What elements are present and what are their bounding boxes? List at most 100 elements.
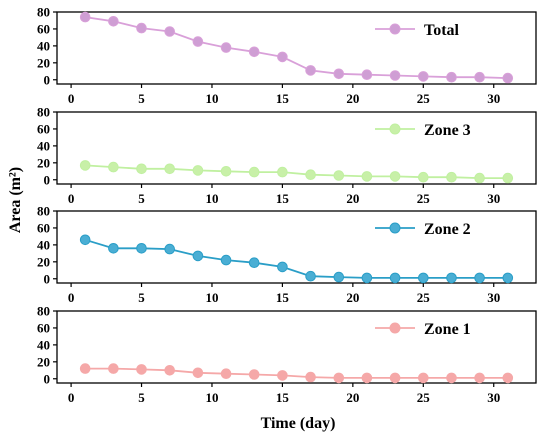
data-point	[418, 171, 429, 183]
data-point	[389, 171, 401, 182]
y-tick-label: 40	[37, 337, 50, 352]
data-point	[108, 161, 119, 173]
x-tick-label: 10	[205, 91, 218, 106]
data-point	[164, 365, 175, 376]
data-point	[389, 272, 401, 284]
data-point	[305, 371, 316, 383]
x-tick-label: 15	[276, 290, 290, 305]
data-point	[361, 372, 373, 384]
data-point	[79, 363, 91, 374]
y-tick-label: 80	[37, 5, 50, 20]
y-tick-label: 0	[44, 72, 51, 87]
data-point	[192, 250, 204, 262]
data-point	[136, 243, 147, 254]
data-point	[474, 71, 485, 83]
x-tick-label: 10	[205, 290, 218, 305]
x-tick-label: 25	[417, 91, 431, 106]
data-point	[333, 271, 345, 283]
data-point	[361, 69, 373, 80]
data-point	[446, 171, 457, 183]
x-tick-label: 20	[346, 390, 359, 405]
data-point	[305, 65, 316, 76]
x-tick-label: 15	[276, 91, 290, 106]
x-tick-label: 0	[68, 191, 75, 206]
x-tick-label: 25	[417, 191, 431, 206]
data-point	[502, 372, 514, 384]
series-line	[85, 16, 508, 79]
data-point	[277, 261, 288, 273]
x-tick-label: 15	[276, 390, 290, 405]
legend-marker	[389, 222, 401, 234]
data-point	[248, 257, 260, 269]
data-point	[418, 71, 429, 82]
legend-label: Zone 1	[424, 321, 471, 338]
legend-label: Zone 2	[424, 221, 471, 238]
y-tick-label: 60	[37, 320, 50, 335]
data-point	[474, 172, 485, 184]
x-tick-label: 15	[276, 191, 290, 206]
data-point	[418, 372, 429, 384]
x-tick-label: 30	[487, 91, 500, 106]
data-point	[474, 372, 485, 384]
data-point	[277, 370, 288, 381]
y-tick-label: 20	[37, 254, 50, 269]
x-tick-label: 10	[205, 191, 218, 206]
data-point	[248, 166, 260, 178]
y-tick-label: 60	[37, 121, 50, 136]
series-line	[85, 164, 508, 180]
y-tick-label: 20	[37, 55, 50, 70]
y-tick-label: 0	[44, 371, 51, 386]
y-tick-label: 40	[37, 237, 50, 252]
data-point	[164, 243, 175, 255]
data-point	[220, 368, 232, 380]
x-tick-label: 5	[138, 191, 145, 206]
y-tick-label: 80	[37, 105, 50, 120]
data-point	[502, 72, 514, 84]
data-point	[502, 272, 514, 284]
data-point	[248, 369, 260, 380]
series-line	[85, 367, 508, 379]
plot-frame	[56, 210, 537, 284]
data-point	[136, 364, 147, 375]
y-tick-label: 60	[37, 220, 50, 235]
legend-marker	[389, 23, 401, 35]
data-point	[164, 163, 175, 175]
data-point	[192, 36, 204, 47]
y-tick-label: 40	[37, 38, 50, 53]
series-line	[84, 238, 508, 279]
plot-frame	[56, 310, 537, 384]
x-tick-label: 20	[346, 191, 359, 206]
x-tick-label: 5	[138, 290, 145, 305]
x-tick-label: 30	[487, 390, 500, 405]
y-tick-label: 80	[37, 204, 50, 219]
data-point	[389, 70, 401, 81]
y-tick-label: 20	[37, 155, 50, 170]
data-point	[220, 166, 232, 177]
data-point	[305, 169, 316, 180]
x-tick-label: 25	[417, 290, 431, 305]
data-point	[418, 272, 429, 284]
data-point	[136, 22, 147, 34]
data-point	[220, 42, 232, 53]
data-point	[79, 160, 91, 171]
x-axis-title: Time (day)	[261, 415, 336, 432]
x-tick-label: 10	[205, 390, 218, 405]
y-axis-title: Area (m²)	[7, 167, 24, 233]
y-tick-label: 40	[37, 138, 50, 153]
data-point	[248, 46, 260, 58]
data-point	[305, 270, 316, 282]
data-point	[79, 11, 91, 23]
data-point	[333, 372, 345, 384]
data-point	[277, 166, 288, 178]
data-point	[108, 243, 119, 254]
data-point	[108, 16, 119, 27]
legend-label: Total	[424, 22, 460, 39]
data-point	[108, 363, 119, 374]
data-point	[79, 234, 91, 246]
x-tick-label: 5	[138, 390, 145, 405]
x-tick-label: 30	[487, 191, 500, 206]
